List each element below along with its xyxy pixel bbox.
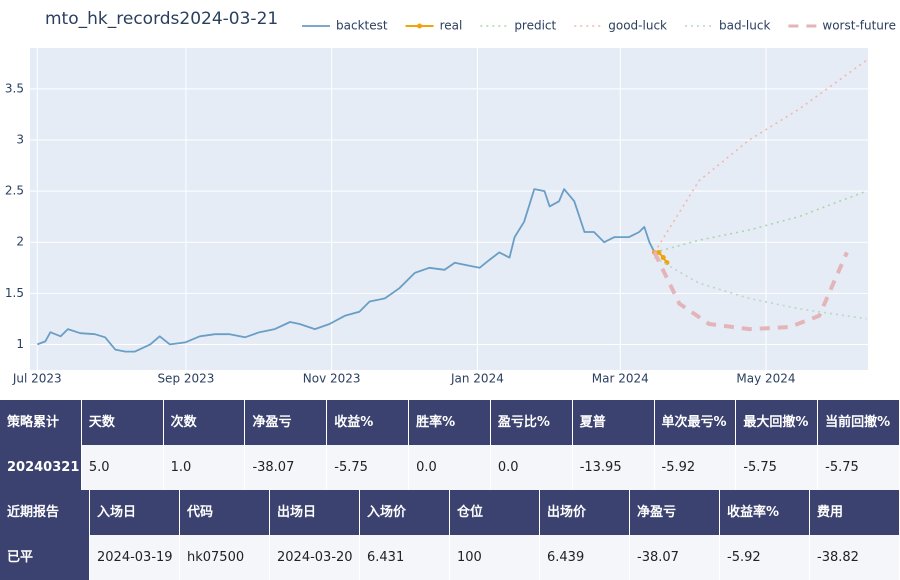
x-tick-label: Nov 2023 xyxy=(303,372,361,386)
legend-marker xyxy=(417,23,423,29)
table-header-row: 近期报告 入场日 代码 出场日 入场价 仓位 出场价 净盈亏 收益率% 费用 xyxy=(0,490,900,535)
table-cell: -5.75 xyxy=(818,445,900,490)
table-cell: -5.92 xyxy=(654,445,737,490)
table-header-row: 策略累计 天数 次数 净盈亏 收益% 胜率% 盈亏比% 夏普 单次最亏% 最大回撤% 当前回撤% xyxy=(0,400,900,445)
legend-label: worst-future xyxy=(822,19,896,33)
y-tick-label: 1.5 xyxy=(5,286,24,300)
table-cell: 0.0 xyxy=(409,445,491,490)
table-cell: -13.95 xyxy=(572,445,655,490)
chart-title: mto_hk_records2024-03-21 xyxy=(45,9,278,29)
series-marker xyxy=(660,255,666,261)
header-cell: 净盈亏 xyxy=(630,490,720,535)
table-cell: -38.82 xyxy=(810,535,900,580)
header-cell: 胜率% xyxy=(409,400,491,445)
table-cell: 2024-03-20 xyxy=(270,535,360,580)
y-tick-label: 3 xyxy=(16,133,24,147)
table-cell: 2024-03-19 xyxy=(90,535,180,580)
y-tick-label: 2.5 xyxy=(5,184,24,198)
table-cell: 100 xyxy=(450,535,540,580)
table-cell: 6.439 xyxy=(540,535,630,580)
x-tick-label: Mar 2024 xyxy=(592,372,649,386)
table-cell: 20240321 xyxy=(0,445,82,490)
series-line xyxy=(652,251,849,332)
table-cell: -5.75 xyxy=(327,445,410,490)
header-cell: 代码 xyxy=(180,490,270,535)
table-cell: -38.07 xyxy=(630,535,720,580)
header-cell: 出场价 xyxy=(540,490,630,535)
table-cell: -5.92 xyxy=(720,535,810,580)
legend-item: good-luck xyxy=(574,19,667,33)
series-line xyxy=(36,188,656,353)
header-cell: 入场日 xyxy=(90,490,180,535)
series-marker xyxy=(656,249,662,255)
header-cell: 夏普 xyxy=(572,400,655,445)
header-cell: 当前回撤% xyxy=(818,400,900,445)
header-cell: 收益% xyxy=(327,400,410,445)
header-cell: 单次最亏% xyxy=(654,400,737,445)
table-cell: 已平 xyxy=(0,535,90,580)
chart: mto_hk_records2024-03-21 1 1.5 2 2.5 3 3.5 Jul… xyxy=(5,9,896,386)
legend-label: real xyxy=(440,19,463,33)
header-cell: 入场价 xyxy=(360,490,450,535)
table-cell: hk07500 xyxy=(180,535,270,580)
y-tick-label: 1 xyxy=(16,337,24,351)
legend-label: bad-luck xyxy=(719,19,770,33)
header-cell: 次数 xyxy=(163,400,246,445)
legend-item: bad-luck xyxy=(684,19,770,33)
header-cell: 近期报告 xyxy=(0,490,90,535)
legend-label: predict xyxy=(514,19,556,33)
header-cell: 策略累计 xyxy=(0,400,82,445)
series-line xyxy=(653,59,867,253)
legend-label: backtest xyxy=(336,19,388,33)
table-cell: 0.0 xyxy=(490,445,573,490)
header-cell: 天数 xyxy=(81,400,164,445)
table-cell: -5.75 xyxy=(736,445,819,490)
y-tick-label: 3.5 xyxy=(5,81,24,95)
table-cell: 6.431 xyxy=(360,535,450,580)
x-tick-label: Sep 2023 xyxy=(157,372,214,386)
y-tick-label: 2 xyxy=(16,235,24,249)
plot-area xyxy=(30,48,868,370)
header-cell: 最大回撤% xyxy=(736,400,819,445)
x-tick-label: Jul 2023 xyxy=(12,372,62,386)
x-tick-label: May 2024 xyxy=(736,372,795,386)
header-cell: 费用 xyxy=(810,490,900,535)
table-row: 20240321 5.0 1.0 -38.07 -5.75 0.0 0.0 -13.95 -5.… xyxy=(0,445,900,490)
header-cell: 盈亏比% xyxy=(490,400,573,445)
legend-item: backtest xyxy=(302,19,388,33)
series-line xyxy=(654,190,867,254)
header-cell: 收益率% xyxy=(720,490,810,535)
table-row: 已平 2024-03-19 hk07500 2024-03-20 6.431 100 6.4… xyxy=(0,535,900,580)
legend-item: real xyxy=(405,19,463,33)
header-cell: 仓位 xyxy=(450,490,540,535)
table-cell: 1.0 xyxy=(163,445,246,490)
table-cell: -38.07 xyxy=(245,445,328,490)
header-cell: 净盈亏 xyxy=(245,400,328,445)
legend-item: worst-future xyxy=(788,19,896,33)
header-cell: 出场日 xyxy=(270,490,360,535)
legend-item: predict xyxy=(480,19,557,33)
legend-label: good-luck xyxy=(608,19,667,33)
series-line xyxy=(654,256,867,320)
x-tick-label: Jan 2024 xyxy=(450,372,504,386)
table-cell: 5.0 xyxy=(81,445,164,490)
